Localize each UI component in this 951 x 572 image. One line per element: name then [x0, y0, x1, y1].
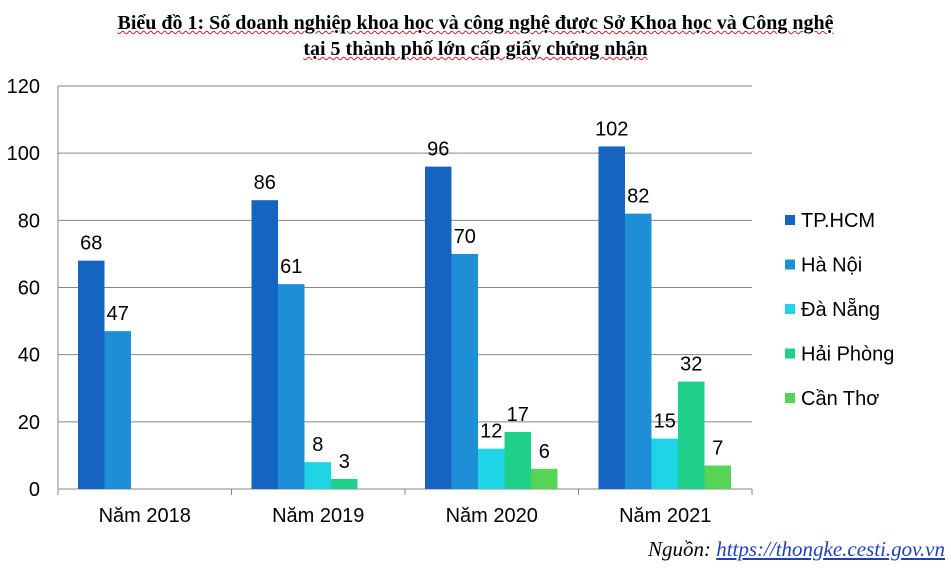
bar — [304, 462, 331, 489]
bar-chart: 0 20 40 60 80 100 120 Năm 2018 Năm 2019 Năm 2020 N… — [7, 76, 895, 527]
source-label: Nguồn: — [647, 537, 711, 561]
bar — [104, 331, 131, 489]
y-tick-label: 60 — [18, 278, 40, 300]
category-label: Năm 2019 — [272, 505, 364, 527]
data-label: 32 — [680, 354, 702, 376]
y-tick-label: 100 — [7, 143, 40, 165]
bar — [251, 200, 278, 489]
data-label: 70 — [454, 226, 476, 248]
legend-label: Đà Nẵng — [801, 298, 880, 321]
category-label: Năm 2018 — [99, 505, 191, 527]
data-label: 68 — [80, 233, 102, 255]
bar — [278, 284, 305, 489]
legend-swatch — [785, 259, 795, 270]
bar — [651, 438, 678, 489]
data-label: 8 — [312, 434, 323, 456]
data-label: 86 — [254, 172, 276, 194]
bar — [425, 166, 452, 489]
y-tick-label: 80 — [18, 210, 40, 232]
bar — [704, 465, 731, 489]
legend-swatch — [785, 304, 795, 314]
data-label: 7 — [712, 437, 723, 459]
legend-label: TP.HCM — [801, 210, 875, 232]
y-tick-label: 0 — [29, 479, 40, 501]
data-label: 12 — [480, 421, 502, 443]
data-label: 61 — [280, 256, 302, 278]
data-label: 47 — [107, 303, 129, 325]
data-label: 3 — [339, 451, 350, 473]
bar — [504, 431, 531, 489]
y-tick-label: 120 — [7, 76, 40, 98]
y-tick-label: 20 — [18, 412, 40, 434]
chart-title-line-1: Biểu đồ 1: Số doanh nghiệp khoa học và c… — [117, 12, 834, 34]
bar — [598, 146, 625, 489]
data-label: 102 — [595, 118, 628, 140]
data-label: 15 — [654, 411, 676, 433]
data-label: 6 — [539, 441, 550, 463]
legend-label: Hà Nội — [801, 255, 862, 277]
y-tick-label: 40 — [18, 345, 40, 367]
chart-title: Biểu đồ 1: Số doanh nghiệp khoa học và c… — [0, 10, 951, 62]
legend-label: Hải Phòng — [801, 344, 894, 366]
chart-title-line-2: tại 5 thành phố lớn cấp giấy chứng nhận — [303, 38, 648, 60]
legend-label: Cần Thơ — [801, 388, 879, 410]
source-note: Nguồn: https://thongke.cesti.gov.vn — [648, 537, 945, 562]
legend-swatch — [785, 393, 795, 403]
bar — [678, 381, 705, 489]
legend-swatch — [785, 215, 795, 225]
bar — [478, 448, 505, 489]
category-label: Năm 2021 — [619, 505, 711, 527]
source-link[interactable]: https://thongke.cesti.gov.vn — [716, 537, 945, 561]
bar — [531, 468, 558, 489]
bar — [451, 253, 478, 489]
legend-swatch — [785, 348, 795, 359]
data-label: 96 — [427, 139, 449, 161]
category-label: Năm 2020 — [446, 505, 538, 527]
bar — [331, 478, 358, 489]
bar — [78, 260, 105, 489]
data-label: 17 — [507, 404, 529, 426]
bar — [625, 213, 652, 489]
data-label: 82 — [627, 186, 649, 208]
